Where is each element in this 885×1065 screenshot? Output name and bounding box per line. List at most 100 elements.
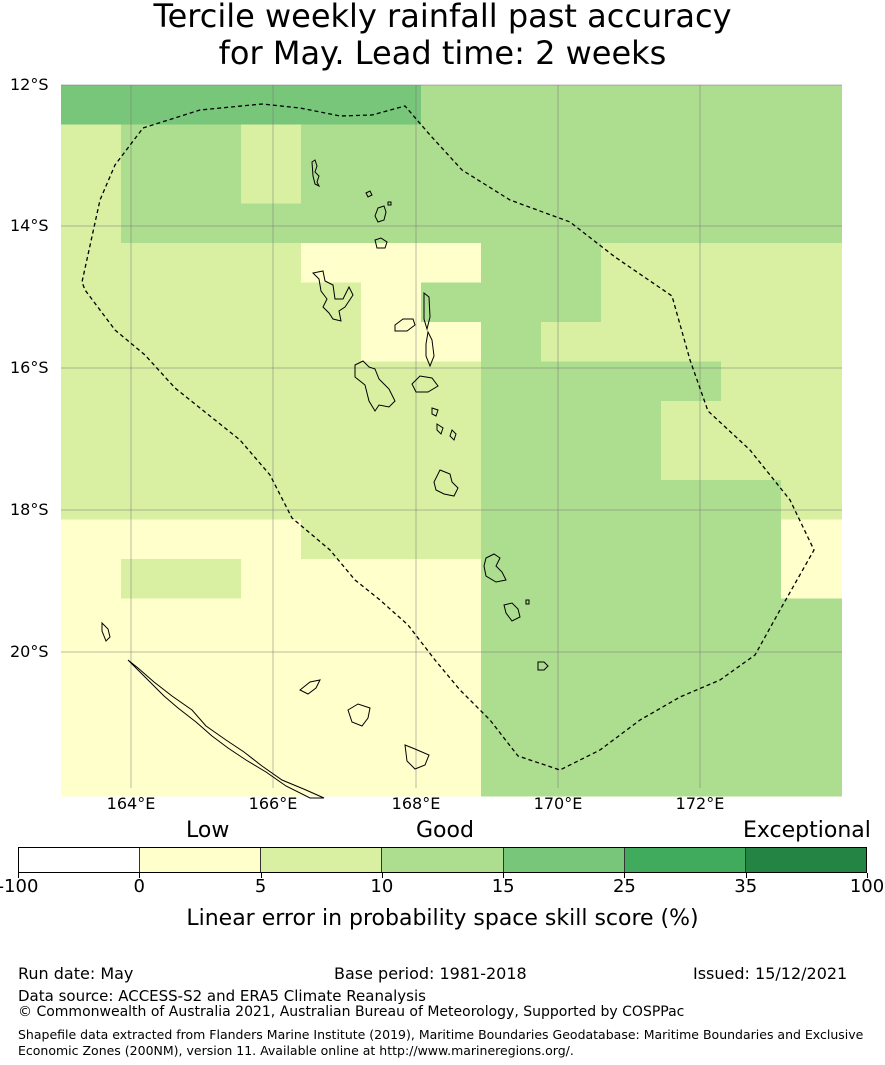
grid-cell	[301, 124, 362, 165]
colorbar-segment	[382, 848, 504, 872]
island-outline	[311, 159, 321, 188]
grid-cell	[541, 203, 602, 244]
lat-label-20s: 20°S	[10, 642, 49, 661]
grid-cell	[481, 480, 542, 520]
grid-cell	[601, 164, 662, 204]
grid-cell	[421, 164, 482, 204]
grid-cell	[181, 322, 242, 362]
grid-cell	[121, 480, 182, 520]
grid-cell	[181, 243, 242, 283]
grid-cell	[541, 243, 602, 283]
grid-cell	[601, 440, 662, 481]
grid-cell	[781, 638, 842, 678]
grid-cell	[481, 756, 542, 797]
grid-cell	[121, 203, 182, 244]
grid-cell	[241, 440, 302, 481]
grid-cell	[721, 124, 782, 165]
grid-cell	[61, 85, 122, 125]
grid-cell	[181, 282, 242, 323]
grid-cell	[121, 598, 182, 639]
grid-cell	[601, 677, 662, 718]
grid-cell	[61, 756, 122, 797]
grid-cell	[241, 203, 302, 244]
grid-cell	[601, 282, 662, 323]
grid-cell	[241, 243, 302, 283]
grid-cell	[421, 677, 482, 718]
colorbar-tick-mark	[260, 873, 262, 878]
grid-cell	[721, 717, 782, 757]
grid-cell	[301, 361, 362, 402]
island-outline	[404, 744, 430, 770]
grid-cell	[241, 519, 302, 560]
grid-cell	[421, 85, 482, 125]
grid-cell	[181, 598, 242, 639]
grid-cell	[481, 598, 542, 639]
island-outline	[449, 429, 457, 441]
grid-cell	[781, 164, 842, 204]
grid-cell	[421, 401, 482, 441]
grid-cell	[601, 717, 662, 757]
grid-cell	[721, 282, 782, 323]
grid-cell	[181, 559, 242, 599]
grid-cell	[421, 282, 482, 323]
grid-cell	[601, 124, 662, 165]
grid-cell	[721, 401, 782, 441]
island-outline	[347, 703, 371, 727]
island-outline	[436, 423, 444, 435]
grid-cell	[181, 164, 242, 204]
grid-cell	[241, 124, 302, 165]
grid-cell	[601, 85, 662, 125]
grid-cell	[181, 85, 242, 125]
grid-cell	[781, 559, 842, 599]
grid-cell	[541, 401, 602, 441]
grid-cell	[661, 519, 722, 560]
grid-cell	[541, 559, 602, 599]
grid-cell	[781, 598, 842, 639]
grid-cell	[181, 440, 242, 481]
grid-cell	[61, 480, 122, 520]
island-outline	[503, 602, 521, 622]
grid-cell	[181, 361, 242, 402]
colorbar-tick-label: 25	[612, 876, 636, 897]
grid-cell	[61, 677, 122, 718]
grid-cell	[301, 203, 362, 244]
grid-cell	[481, 164, 542, 204]
grid-cell	[721, 322, 782, 362]
grid-cell	[601, 756, 662, 797]
grid-cell	[301, 756, 362, 797]
grid-cell	[781, 85, 842, 125]
grid-cell	[421, 203, 482, 244]
grid-cell	[421, 322, 482, 362]
grid-cell	[301, 322, 362, 362]
grid-cell	[121, 756, 182, 797]
lat-label-16s: 16°S	[10, 358, 49, 377]
lat-label-12s: 12°S	[10, 75, 49, 94]
grid-cell	[781, 717, 842, 757]
grid-cell	[481, 361, 542, 402]
grid-cell	[601, 559, 662, 599]
grid-cell	[661, 401, 722, 441]
grid-cell	[61, 124, 122, 165]
colorbar-tick-label: -100	[0, 876, 39, 897]
grid-cell	[781, 243, 842, 283]
grid-cell	[121, 243, 182, 283]
grid-cell	[121, 322, 182, 362]
grid-cell	[121, 282, 182, 323]
grid-cell	[721, 638, 782, 678]
island-outline	[431, 407, 439, 417]
colorbar-tick-mark	[18, 873, 19, 878]
grid-cell	[121, 519, 182, 560]
island-outline	[374, 205, 387, 223]
map-canvas	[61, 84, 842, 799]
island-outline	[387, 201, 392, 206]
colorbar-tick-mark	[624, 873, 626, 878]
island-outline	[425, 330, 435, 368]
grid-cell	[541, 361, 602, 402]
grid-cell	[541, 322, 602, 362]
grid-cell	[601, 203, 662, 244]
chart-title-line1: Tercile weekly rainfall past accuracy	[153, 0, 732, 35]
grid-cell	[481, 203, 542, 244]
graticule	[61, 84, 842, 788]
grid-cell	[121, 401, 182, 441]
grid-cell	[61, 598, 122, 639]
